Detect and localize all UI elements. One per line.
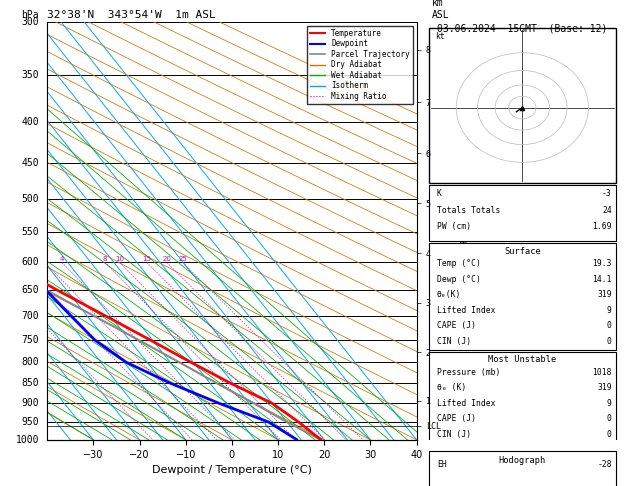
Text: Surface: Surface xyxy=(504,247,541,256)
Text: 400: 400 xyxy=(21,117,39,127)
Text: 1018: 1018 xyxy=(593,368,612,377)
Text: 8: 8 xyxy=(103,257,108,262)
Text: 319: 319 xyxy=(597,290,612,299)
Text: 950: 950 xyxy=(21,417,39,427)
Bar xyxy=(429,243,616,350)
Text: Mixing Ratio (g/kg): Mixing Ratio (g/kg) xyxy=(461,183,470,278)
Text: km
ASL: km ASL xyxy=(431,0,449,20)
Text: θₑ(K): θₑ(K) xyxy=(437,290,461,299)
Bar xyxy=(429,352,616,444)
Text: 14.1: 14.1 xyxy=(593,275,612,284)
Text: 650: 650 xyxy=(21,285,39,295)
Text: 750: 750 xyxy=(21,335,39,345)
Text: 20: 20 xyxy=(162,257,171,262)
Text: 0: 0 xyxy=(607,415,612,423)
Text: Dewp (°C): Dewp (°C) xyxy=(437,275,481,284)
Text: Hodograph: Hodograph xyxy=(499,456,546,466)
Text: 450: 450 xyxy=(21,157,39,168)
Text: Most Unstable: Most Unstable xyxy=(488,355,557,364)
Text: 4: 4 xyxy=(60,257,64,262)
Legend: Temperature, Dewpoint, Parcel Trajectory, Dry Adiabat, Wet Adiabat, Isotherm, Mi: Temperature, Dewpoint, Parcel Trajectory… xyxy=(307,26,413,104)
Text: kt: kt xyxy=(435,32,445,41)
X-axis label: Dewpoint / Temperature (°C): Dewpoint / Temperature (°C) xyxy=(152,465,312,475)
Text: CIN (J): CIN (J) xyxy=(437,337,471,346)
Text: θₑ (K): θₑ (K) xyxy=(437,383,466,392)
Text: K: K xyxy=(437,189,442,198)
Bar xyxy=(429,185,616,242)
Text: hPa: hPa xyxy=(21,10,39,20)
Text: CIN (J): CIN (J) xyxy=(437,430,471,439)
Text: 03.06.2024  15GMT  (Base: 12): 03.06.2024 15GMT (Base: 12) xyxy=(437,24,608,34)
Text: 9: 9 xyxy=(607,399,612,408)
Text: EH: EH xyxy=(437,460,447,469)
Text: 850: 850 xyxy=(21,379,39,388)
Text: -28: -28 xyxy=(597,460,612,469)
Text: Temp (°C): Temp (°C) xyxy=(437,259,481,268)
Text: CAPE (J): CAPE (J) xyxy=(437,321,476,330)
Text: 0: 0 xyxy=(607,321,612,330)
Text: 600: 600 xyxy=(21,258,39,267)
Text: 24: 24 xyxy=(602,206,612,215)
Text: PW (cm): PW (cm) xyxy=(437,223,471,231)
Text: 15: 15 xyxy=(142,257,151,262)
Text: 25: 25 xyxy=(178,257,187,262)
Text: 900: 900 xyxy=(21,398,39,408)
Text: 550: 550 xyxy=(21,227,39,237)
Text: 0: 0 xyxy=(607,430,612,439)
Text: 32°38'N  343°54'W  1m ASL: 32°38'N 343°54'W 1m ASL xyxy=(47,10,216,20)
Text: 700: 700 xyxy=(21,311,39,321)
Text: Lifted Index: Lifted Index xyxy=(437,306,495,314)
Text: CAPE (J): CAPE (J) xyxy=(437,415,476,423)
Text: 350: 350 xyxy=(21,70,39,80)
Text: 300: 300 xyxy=(21,17,39,27)
Text: Lifted Index: Lifted Index xyxy=(437,399,495,408)
Text: 0: 0 xyxy=(607,337,612,346)
Text: Pressure (mb): Pressure (mb) xyxy=(437,368,500,377)
Bar xyxy=(429,28,616,183)
Text: Totals Totals: Totals Totals xyxy=(437,206,500,215)
Text: 10: 10 xyxy=(115,257,124,262)
Text: 19.3: 19.3 xyxy=(593,259,612,268)
Text: 1000: 1000 xyxy=(16,435,39,445)
Text: 1.69: 1.69 xyxy=(593,223,612,231)
Text: 800: 800 xyxy=(21,357,39,367)
Text: 9: 9 xyxy=(607,306,612,314)
Text: -3: -3 xyxy=(602,189,612,198)
Text: 319: 319 xyxy=(597,383,612,392)
Text: 500: 500 xyxy=(21,194,39,204)
